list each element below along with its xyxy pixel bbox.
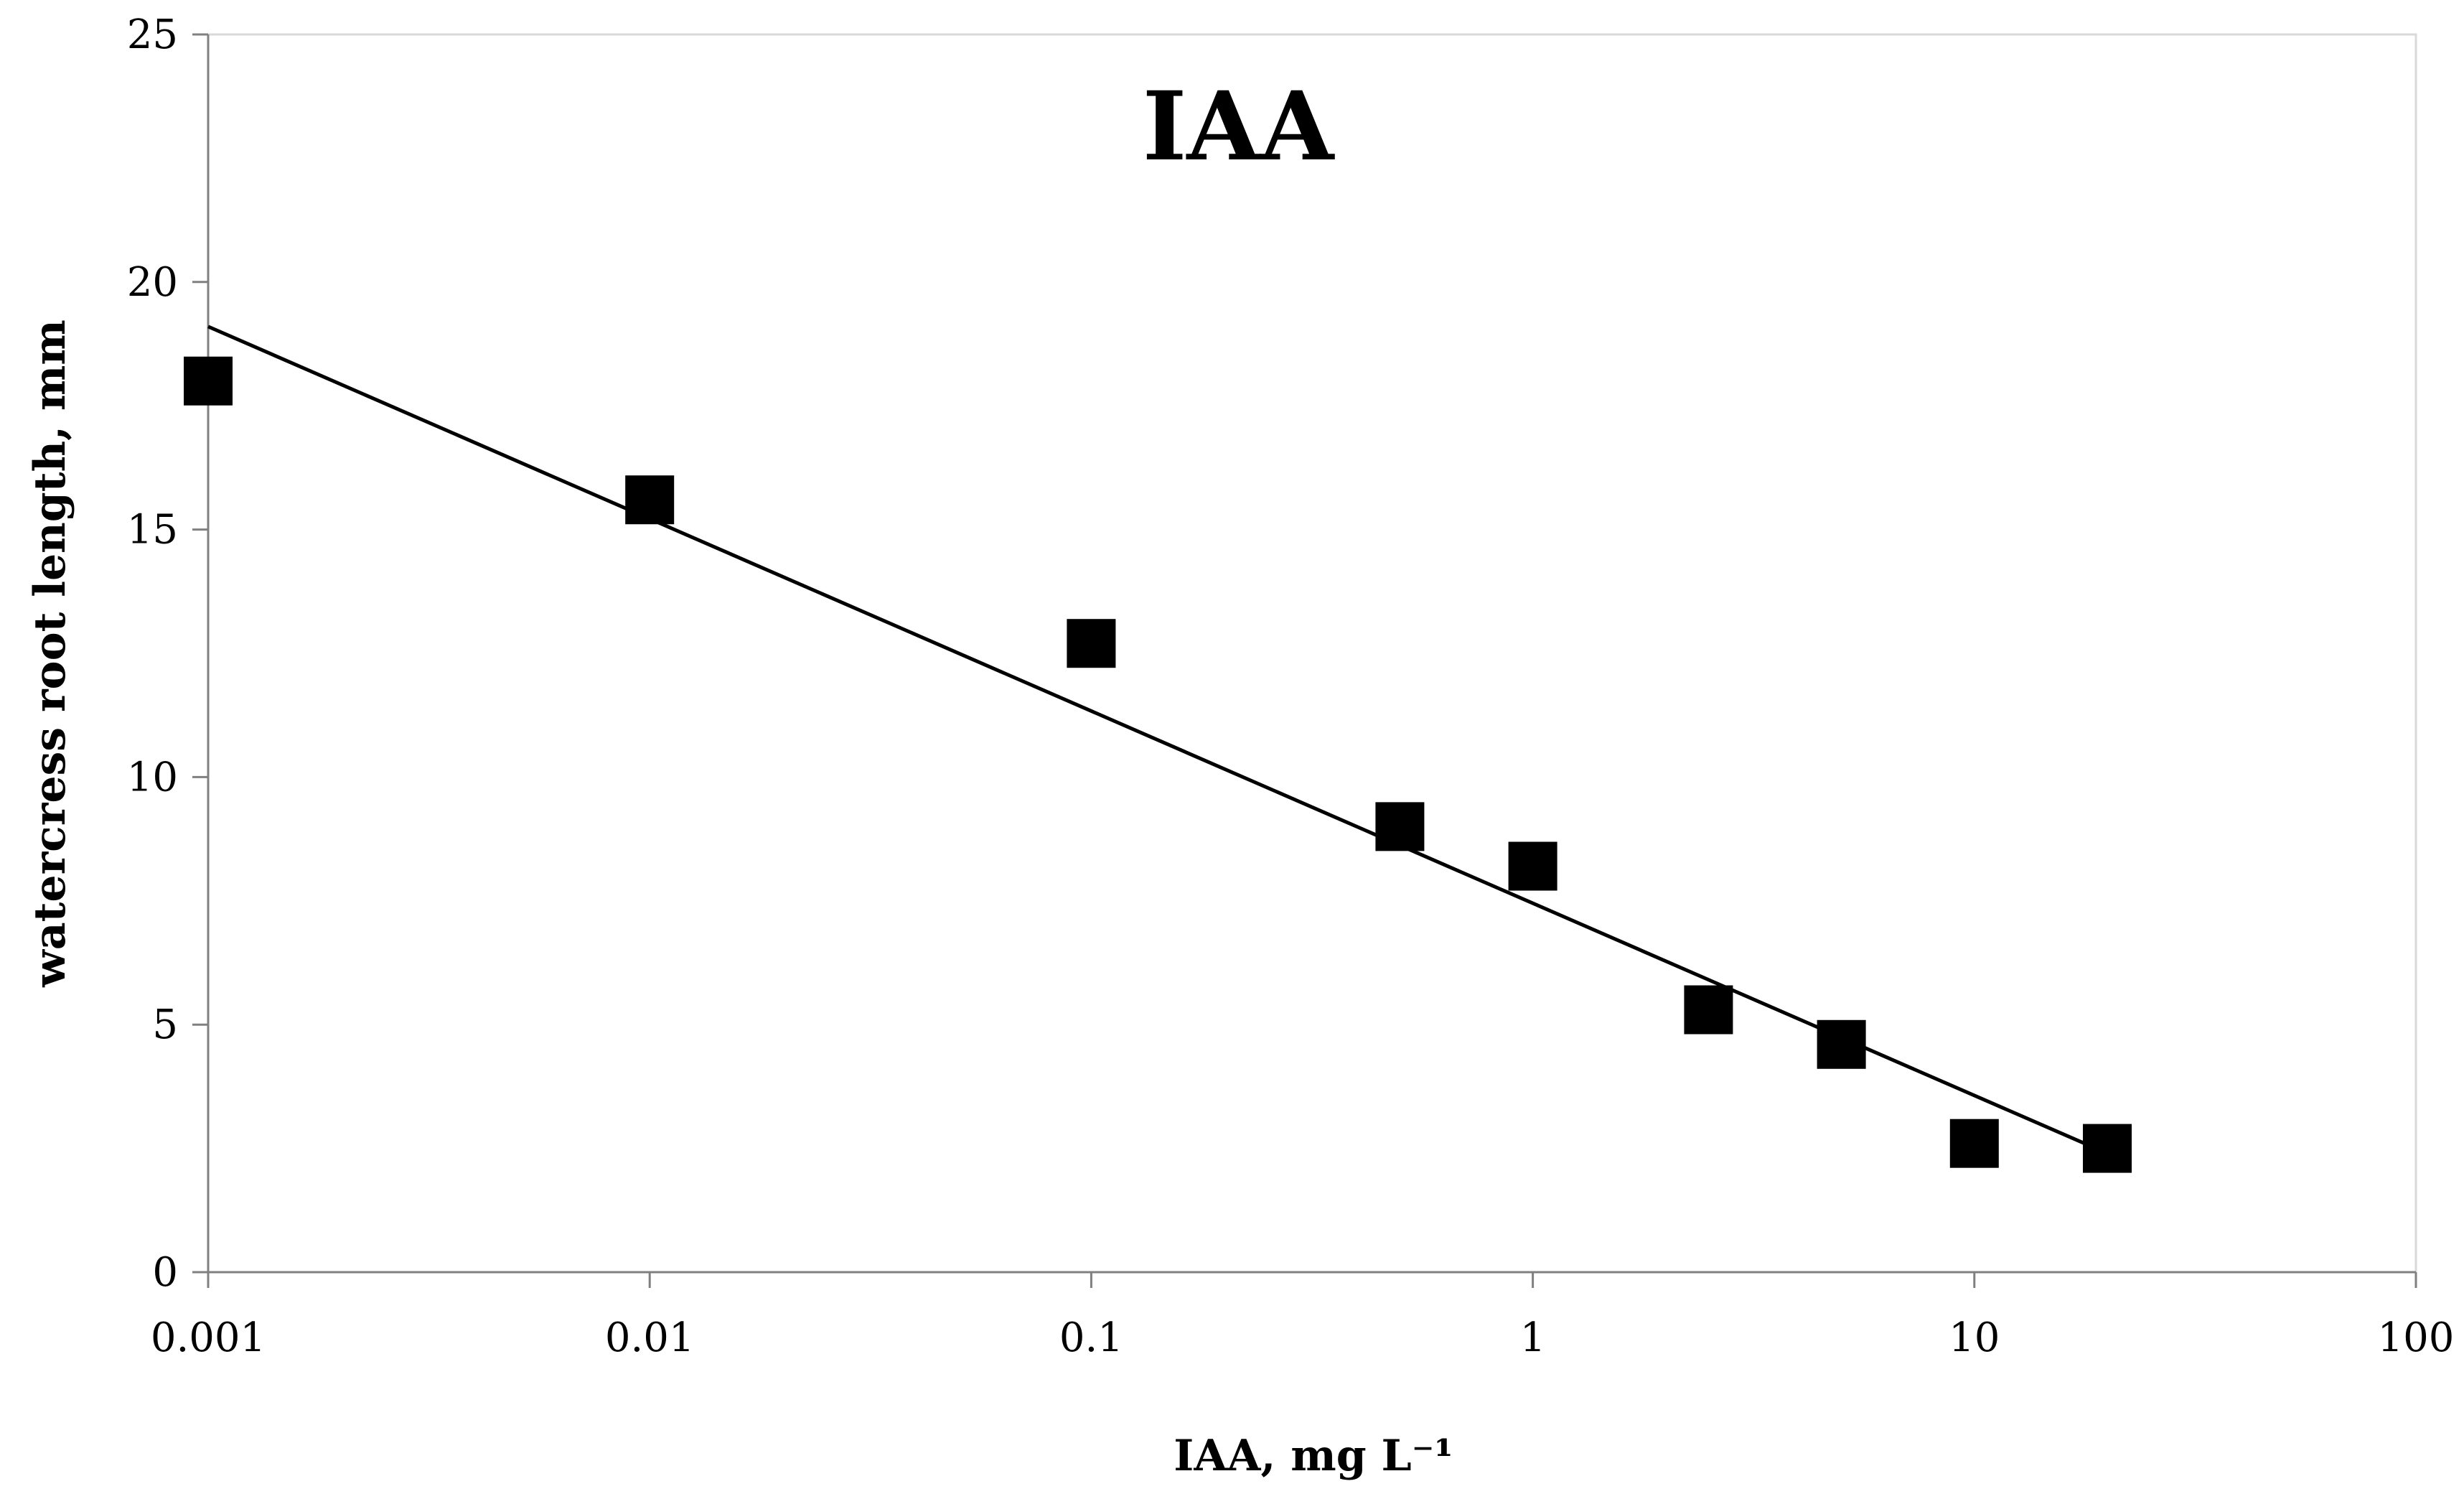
data-point — [1817, 1019, 1866, 1069]
data-point — [1949, 1119, 1999, 1168]
chart-title: IAA — [1143, 71, 1335, 182]
y-axis-title: watercress root length, mm — [25, 319, 75, 988]
data-point — [1508, 841, 1557, 891]
axes: 0 5 10 15 20 25 0.001 0.01 0.1 1 10 100 — [127, 11, 2455, 1361]
data-point — [2082, 1124, 2132, 1173]
x-axis-title: IAA, mg L⁻¹ — [1174, 1431, 1453, 1481]
data-point — [1684, 985, 1733, 1035]
y-tick-label: 25 — [127, 11, 178, 58]
y-tick-label: 10 — [127, 754, 178, 800]
data-point — [1067, 619, 1116, 668]
y-tick-label: 0 — [152, 1249, 178, 1296]
data-point — [1375, 802, 1425, 851]
y-tick-label: 15 — [127, 507, 178, 554]
data-point — [625, 475, 675, 525]
x-tick-label: 0.1 — [1059, 1315, 1123, 1361]
trendline — [207, 325, 2108, 1155]
x-tick-label: 1 — [1520, 1315, 1546, 1361]
x-tick-label: 0.01 — [605, 1315, 695, 1361]
x-tick-label: 0.001 — [151, 1315, 266, 1361]
trendline-layer — [207, 325, 2108, 1155]
y-tick-label: 5 — [152, 1002, 178, 1048]
y-tick-label: 20 — [127, 259, 178, 306]
data-points — [184, 356, 2132, 1173]
data-point — [184, 356, 233, 406]
x-tick-label: 10 — [1949, 1315, 2000, 1361]
x-tick-label: 100 — [2378, 1315, 2455, 1361]
